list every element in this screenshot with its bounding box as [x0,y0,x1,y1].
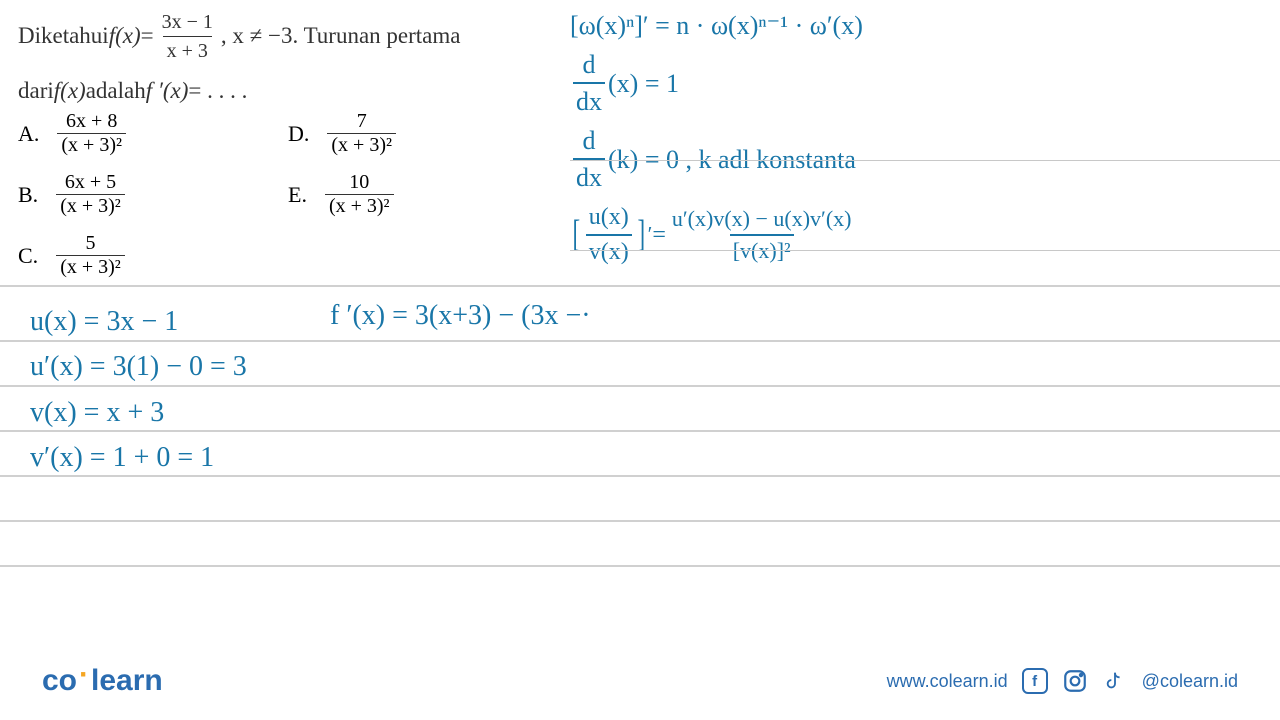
opt-num: 10 [345,171,373,194]
opt-num: 5 [81,232,99,255]
adalah: adalah [86,75,146,107]
option-fraction: 6x + 5 (x + 3)² [56,171,125,218]
dari: dari [18,75,54,107]
facebook-icon: f [1022,668,1048,694]
option-d: D. 7 (x + 3)² [288,110,558,157]
opt-num: 6x + 8 [62,110,121,133]
quotient-rule: [ u(x) v(x) ] ′ = u′(x)v(x) − u(x)v′(x) … [570,201,1270,268]
bracket-close-icon: ] [637,223,645,246]
instagram-icon [1062,668,1088,694]
d-num: d [580,47,599,82]
work-v: v(x) = x + 3 [30,391,247,434]
logo-learn: learn [91,664,163,697]
handwritten-fprime: f ′(x) = 3(x+3) − (3x −· [330,300,591,332]
option-label: D. [288,121,309,147]
rule-line [0,520,1280,522]
footer-handle: @colearn.id [1142,671,1238,692]
text-diketahui: Diketahui [18,20,109,52]
problem-line-2: dari f(x) adalah f ′(x) = . . . . [18,75,558,107]
frac-den: x + 3 [163,36,212,65]
option-label: C. [18,243,38,269]
fprime-expr: f ′(x) = 3(x+3) − (3x −· [330,300,591,331]
problem-statement: Diketahui f(x) = 3x − 1 x + 3 , x ≠ −3. … [18,8,558,107]
opt-den: (x + 3)² [56,194,125,218]
opt-den: (x + 3)² [327,133,396,157]
opt-num: 6x + 5 [61,171,120,194]
option-a: A. 6x + 8 (x + 3)² [18,110,288,157]
work-vprime: v′(x) = 1 + 0 = 1 [30,436,247,479]
answer-options: A. 6x + 8 (x + 3)² D. 7 (x + 3)² B. 6x +… [18,110,558,279]
q-eq: = [652,219,666,251]
work-uprime: u′(x) = 3(1) − 0 = 3 [30,345,247,388]
opt-den: (x + 3)² [57,133,126,157]
option-fraction: 5 (x + 3)² [56,232,125,279]
tiktok-icon [1102,668,1128,694]
brand-logo: co·learn [42,664,163,698]
deriv-x-eq: (x) = 1 [608,66,679,101]
footer-right: www.colearn.id f @colearn.id [887,668,1238,694]
option-label: B. [18,182,38,208]
logo-co: co [42,664,77,697]
handwritten-working: u(x) = 3x − 1 u′(x) = 3(1) − 0 = 3 v(x) … [30,300,247,482]
ddx-frac: d dx [573,47,605,119]
rule-line [570,250,1280,251]
quotient-rhs: u′(x)v(x) − u(x)v′(x) [v(x)]² [669,204,855,265]
opt-num: 7 [353,110,371,133]
option-fraction: 6x + 8 (x + 3)² [57,110,126,157]
handwritten-rules: [ω(x)ⁿ]′ = n · ω(x)ⁿ⁻¹ · ω′(x) d dx (x) … [570,8,1270,268]
func-name: f(x) [109,20,141,52]
option-label: A. [18,121,39,147]
q-rhs-num: u′(x)v(x) − u(x)v′(x) [669,204,855,234]
q-num: u(x) [586,201,632,233]
deriv-x-rule: d dx (x) = 1 [570,47,1270,119]
fprime: f ′(x) [146,75,189,107]
d-num: d [580,123,599,158]
rule-line [0,565,1280,567]
option-c: C. 5 (x + 3)² [18,232,288,279]
option-b: B. 6x + 5 (x + 3)² [18,171,288,218]
frac-num: 3x − 1 [158,8,217,36]
opt-den: (x + 3)² [56,255,125,279]
rule-line [570,160,1280,161]
opt-den: (x + 3)² [325,194,394,218]
rule-line [0,285,1280,287]
option-e: E. 10 (x + 3)² [288,171,558,218]
logo-dot-icon: · [79,658,89,691]
footer-url: www.colearn.id [887,671,1008,692]
option-label: E. [288,182,307,208]
option-fraction: 10 (x + 3)² [325,171,394,218]
option-fraction: 7 (x + 3)² [327,110,396,157]
power-rule: [ω(x)ⁿ]′ = n · ω(x)ⁿ⁻¹ · ω′(x) [570,8,1270,43]
equals: = [141,20,154,52]
bracket-open-icon: [ [573,223,581,246]
page-footer: co·learn www.colearn.id f @colearn.id [0,664,1280,698]
problem-fraction: 3x − 1 x + 3 [158,8,217,65]
q-den: v(x) [586,234,632,268]
work-u: u(x) = 3x − 1 [30,300,247,343]
problem-line-1: Diketahui f(x) = 3x − 1 x + 3 , x ≠ −3. … [18,8,558,65]
condition-text: , x ≠ −3. Turunan pertama [221,20,461,52]
fx: f(x) [54,75,86,107]
dots: = . . . . [188,75,247,107]
quotient-lhs: u(x) v(x) [586,201,632,268]
d-den: dx [573,158,605,195]
d-den: dx [573,82,605,119]
